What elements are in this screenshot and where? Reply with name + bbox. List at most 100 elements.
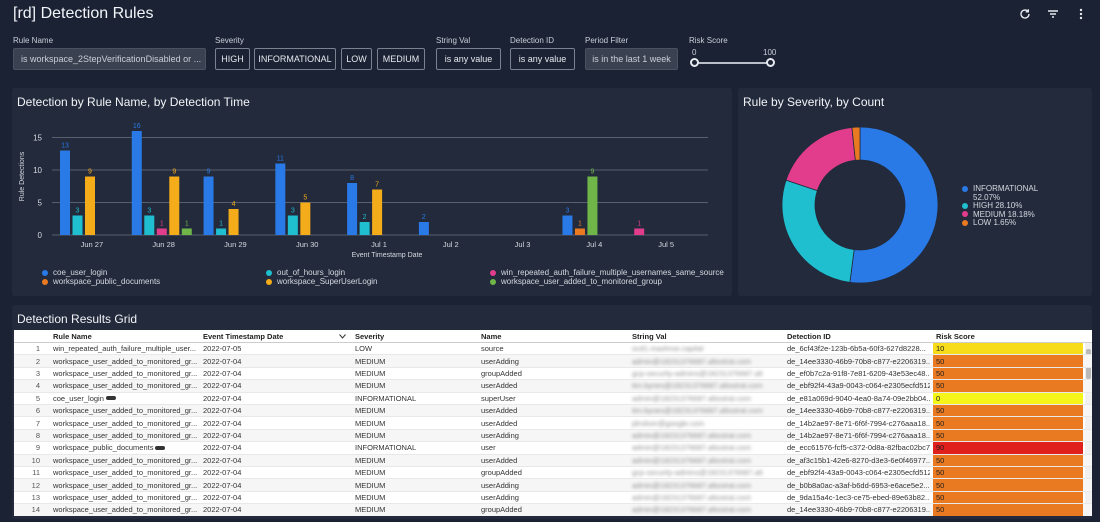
bar[interactable] bbox=[216, 228, 227, 236]
bar[interactable] bbox=[60, 150, 70, 236]
table-cell: 2022-07-04 bbox=[203, 455, 242, 465]
more-vert-icon[interactable] bbox=[1074, 7, 1088, 21]
table-row[interactable]: 7 workspace_user_added_to_monitored_gr...… bbox=[14, 417, 1092, 430]
string-val-filter[interactable]: is any value bbox=[436, 48, 501, 70]
table-row[interactable]: 3 workspace_user_added_to_monitored_gr...… bbox=[14, 367, 1092, 381]
bar[interactable] bbox=[72, 215, 83, 236]
column-header[interactable]: String Val bbox=[632, 331, 667, 341]
column-header[interactable]: Risk Score bbox=[936, 331, 975, 341]
risk-score-max: 100 bbox=[763, 48, 777, 57]
severity-low-button[interactable]: LOW bbox=[341, 48, 372, 70]
bar[interactable] bbox=[634, 228, 645, 236]
table-cell: workspace_user_added_to_monitored_gr... bbox=[53, 356, 198, 366]
column-header[interactable]: Event Timestamp Date bbox=[203, 331, 284, 341]
bar[interactable] bbox=[562, 215, 573, 236]
table-row[interactable]: 6 workspace_user_added_to_monitored_gr...… bbox=[14, 405, 1092, 418]
bar[interactable] bbox=[300, 202, 311, 236]
bar[interactable] bbox=[203, 176, 214, 236]
severity-medium-button[interactable]: MEDIUM bbox=[377, 48, 425, 70]
row-number: 14 bbox=[31, 505, 40, 515]
legend-item[interactable]: coe_user_login bbox=[42, 268, 107, 277]
bar-data-label: 4 bbox=[232, 201, 236, 208]
filter-icon[interactable] bbox=[1046, 7, 1060, 21]
bar[interactable] bbox=[359, 222, 370, 235]
table-cell: workspace_user_added_to_monitored_gr... bbox=[53, 381, 198, 391]
table-row[interactable]: 2 workspace_user_added_to_monitored_gr...… bbox=[14, 355, 1092, 368]
legend-label: workspace_user_added_to_monitored_group bbox=[501, 277, 662, 286]
legend-item[interactable]: workspace_SuperUserLogin bbox=[266, 277, 378, 286]
donut-slice[interactable] bbox=[849, 126, 939, 284]
legend-item[interactable]: workspace_user_added_to_monitored_group bbox=[490, 277, 662, 286]
risk-score-slider-track[interactable] bbox=[695, 62, 770, 64]
refresh-icon[interactable] bbox=[1018, 7, 1032, 21]
table-cell: user bbox=[481, 443, 496, 453]
bar-chart-panel: Detection by Rule Name, by Detection Tim… bbox=[12, 88, 732, 296]
risk-score-min-handle[interactable] bbox=[690, 58, 699, 67]
table-cell: 2022-07-04 bbox=[203, 368, 242, 378]
table-cell: de_af3c15b1-42e6-8270-d3e3-6e0f46977... bbox=[787, 455, 930, 465]
table-row[interactable]: 12 workspace_user_added_to_monitored_gr..… bbox=[14, 479, 1092, 492]
column-header[interactable]: Name bbox=[481, 331, 502, 341]
bar-data-label: 3 bbox=[291, 208, 295, 215]
table-row[interactable]: 5 coe_user_login 2022-07-04 INFORMATIONAL su… bbox=[14, 392, 1092, 405]
table-cell: de_14b2ae97-8e71-6f6f-7994-c276aaa18... bbox=[787, 418, 930, 428]
table-cell: 2022-07-04 bbox=[203, 505, 242, 515]
table-cell: workspace_user_added_to_monitored_gr... bbox=[53, 430, 198, 440]
table-row[interactable]: 13 workspace_user_added_to_monitored_gr..… bbox=[14, 491, 1092, 505]
bar[interactable] bbox=[275, 163, 286, 236]
detection-id-filter[interactable]: is any value bbox=[510, 48, 575, 70]
table-cell: de_14b2ae97-8e71-6f6f-7994-c276aaa18... bbox=[787, 430, 930, 440]
bar-data-label: 3 bbox=[76, 208, 80, 215]
table-cell: coe_user_login bbox=[50, 393, 198, 404]
bar[interactable] bbox=[169, 176, 180, 236]
table-cell: de_b0b8a0ac-a3af-b6dd-6953-e6ace5e2... bbox=[787, 480, 930, 490]
table-row[interactable]: 10 workspace_user_added_to_monitored_gr..… bbox=[14, 454, 1092, 467]
bar[interactable] bbox=[144, 215, 155, 236]
bar[interactable] bbox=[587, 176, 598, 236]
table-cell: gcp-security-admins@18231376687.alt bbox=[632, 468, 763, 478]
risk-score-max-handle[interactable] bbox=[766, 58, 775, 67]
donut-slice[interactable] bbox=[781, 179, 855, 283]
bar[interactable] bbox=[181, 228, 192, 236]
legend-swatch bbox=[42, 278, 48, 285]
table-cell: 2022-07-04 bbox=[203, 443, 242, 453]
severity-high-button[interactable]: HIGH bbox=[215, 48, 250, 70]
legend-item[interactable]: out_of_hours_login bbox=[266, 268, 345, 277]
bar[interactable] bbox=[228, 209, 239, 235]
rule-name-filter[interactable]: is workspace_2StepVerificationDisabled o… bbox=[13, 48, 206, 70]
x-tick-label: Jul 3 bbox=[515, 240, 531, 249]
donut-slice[interactable] bbox=[851, 126, 861, 161]
bar[interactable] bbox=[287, 215, 298, 236]
table-row[interactable]: 8 workspace_user_added_to_monitored_gr...… bbox=[14, 429, 1092, 443]
bar-data-label: 3 bbox=[565, 208, 569, 215]
table-cell: LOW bbox=[355, 344, 373, 354]
severity-label: Severity bbox=[215, 36, 244, 45]
table-row[interactable]: 9 workspace_public_documents 2022-07-04 INF… bbox=[14, 442, 1092, 455]
donut-slice[interactable] bbox=[785, 126, 856, 192]
row-number: 5 bbox=[35, 393, 40, 403]
table-cell: 2022-07-04 bbox=[203, 418, 242, 428]
period-filter[interactable]: is in the last 1 week bbox=[585, 48, 678, 70]
severity-informational-button[interactable]: INFORMATIONAL bbox=[254, 48, 336, 70]
table-cell: de_ecc61576-fcf5-c372-0d8a-82fbac02bc7f bbox=[787, 443, 930, 453]
bar-data-label: 2 bbox=[422, 214, 426, 221]
table-row[interactable]: 14 workspace_user_added_to_monitored_gr..… bbox=[14, 504, 1092, 516]
bar[interactable] bbox=[372, 189, 383, 236]
column-header[interactable]: Rule Name bbox=[53, 331, 92, 341]
donut-chart-title: Rule by Severity, by Count bbox=[743, 95, 885, 109]
bar[interactable] bbox=[418, 222, 429, 235]
bar[interactable] bbox=[574, 228, 585, 236]
column-header[interactable]: Severity bbox=[355, 331, 385, 341]
sort-desc-icon[interactable] bbox=[336, 330, 348, 342]
bar[interactable] bbox=[85, 176, 95, 236]
legend-item[interactable]: workspace_public_documents bbox=[42, 277, 160, 286]
bar[interactable] bbox=[131, 131, 142, 235]
table-row[interactable]: 1 win_repeated_auth_failure_multiple_user… bbox=[14, 343, 1092, 356]
table-row[interactable]: 4 workspace_user_added_to_monitored_gr...… bbox=[14, 380, 1092, 393]
legend-item[interactable]: win_repeated_auth_failure_multiple_usern… bbox=[490, 268, 724, 277]
bar[interactable] bbox=[156, 228, 167, 236]
table-row[interactable]: 11 workspace_user_added_to_monitored_gr..… bbox=[14, 467, 1092, 480]
column-header[interactable]: Detection ID bbox=[787, 331, 831, 341]
bar[interactable] bbox=[347, 183, 358, 235]
